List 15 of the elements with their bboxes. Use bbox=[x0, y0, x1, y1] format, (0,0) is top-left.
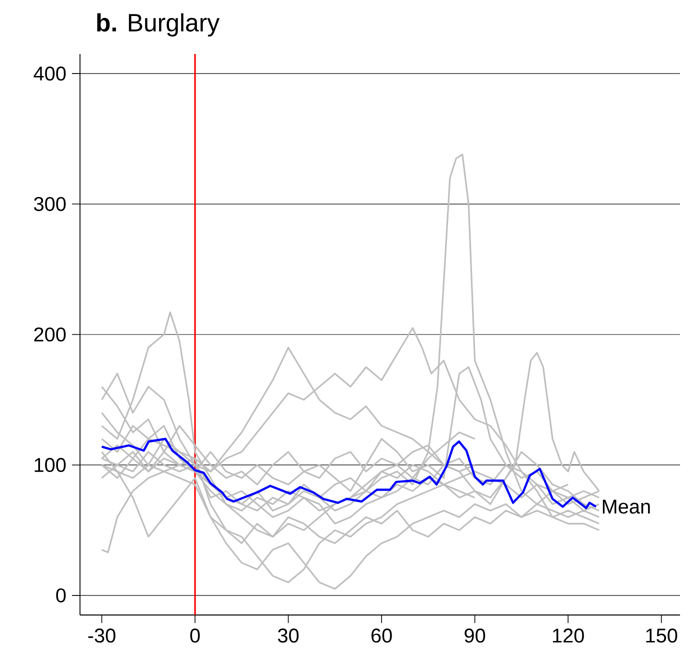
line-series bbox=[100, 438, 598, 510]
x-tick-label: -30 bbox=[88, 628, 116, 643]
y-tick-label: 100 bbox=[34, 458, 66, 472]
x-tick-label: 30 bbox=[278, 628, 299, 643]
x-tick-label: 90 bbox=[464, 628, 486, 643]
y-tick-label: 400 bbox=[34, 66, 66, 81]
x-tick-label: 150 bbox=[646, 628, 678, 643]
x-tick-label: 120 bbox=[552, 628, 584, 643]
x-tick-label: 0 bbox=[190, 628, 200, 643]
y-tick-label: 0 bbox=[56, 588, 66, 602]
y-tick-label: 200 bbox=[34, 327, 66, 342]
x-tick-label: 60 bbox=[371, 628, 392, 643]
y-tick-label: 300 bbox=[34, 196, 66, 212]
series-label: Mean bbox=[602, 500, 650, 514]
chart-title: b. Burglary bbox=[97, 13, 220, 36]
